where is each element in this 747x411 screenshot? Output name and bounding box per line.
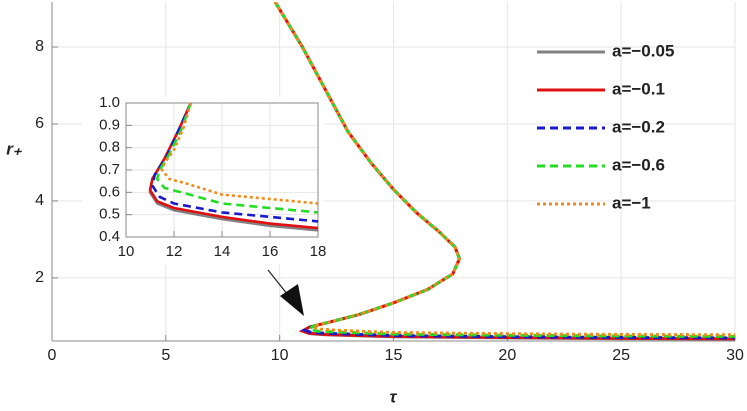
y-tick-label: 0.4: [99, 228, 120, 245]
legend-label: a=−1: [612, 193, 651, 212]
x-tick-label: 10: [118, 243, 135, 260]
x-tick-label: 14: [214, 243, 231, 260]
line: [273, 2, 735, 337]
inset-frame: [125, 102, 319, 238]
x-tick-label: 0: [48, 347, 57, 364]
x-tick-label: 30: [726, 347, 744, 364]
legend-label: a=−0.1: [612, 79, 665, 98]
line: [160, 103, 318, 205]
y-tick-label: 8: [35, 38, 44, 55]
y-tick-label: 0.8: [99, 139, 120, 156]
legend-label: a=−0.6: [612, 155, 665, 174]
x-tick-label: 25: [612, 347, 630, 364]
arrow: [267, 269, 304, 316]
x-tick-label: 20: [498, 347, 516, 364]
x-axis-label: τ: [390, 387, 398, 406]
x-tick-label: 18: [310, 243, 327, 260]
line: [151, 103, 318, 223]
x-tick-label: 10: [271, 347, 289, 364]
y-tick-label: 6: [35, 115, 44, 132]
y-tick-label: 0.6: [99, 183, 120, 200]
legend-label: a=−0.2: [612, 117, 665, 136]
arrow-head: [280, 284, 304, 316]
x-tick-label: 5: [161, 347, 170, 364]
y-tick-label: 0.9: [99, 116, 120, 133]
inset-plot: 10 12 14 16 18 0.4 0.5 0.6 0.7 0.8 0.9 1.0: [99, 94, 326, 260]
y-tick-label: 0.5: [99, 206, 120, 223]
y-tick-label: 0.7: [99, 161, 120, 178]
y-tick-label: 2: [35, 269, 44, 286]
x-tick-label: 15: [385, 347, 403, 364]
y-tick-label: 1.0: [99, 94, 120, 111]
x-tick-label: 16: [262, 243, 279, 260]
line: [155, 103, 318, 214]
y-axis-label: r₊: [6, 139, 23, 158]
x-tick-label: 12: [166, 243, 183, 260]
y-tick-label: 4: [35, 192, 44, 209]
legend-label: a=−0.05: [612, 41, 674, 60]
